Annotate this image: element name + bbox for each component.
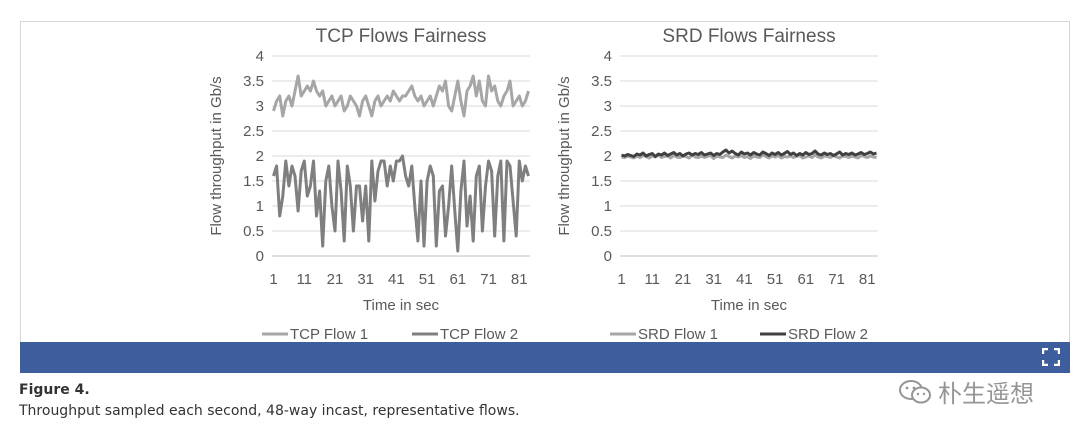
x-tick-label: 21: [675, 271, 692, 288]
figure-caption-title: Figure 4.: [19, 382, 90, 398]
y-tick-label: 0: [604, 248, 612, 265]
x-tick-label: 71: [828, 271, 845, 288]
watermark-text: 朴生遥想: [938, 380, 1034, 408]
x-tick-label: 11: [644, 271, 660, 288]
x-tick-label: 31: [357, 271, 374, 288]
legend-label-2: TCP Flow 2: [440, 326, 518, 343]
y-axis-label: Flow throughput in Gb/s: [208, 76, 225, 235]
x-tick-label: 1: [269, 271, 277, 288]
y-tick-label: 2: [604, 148, 612, 165]
x-axis-label: Time in sec: [363, 297, 440, 314]
y-tick-label: 3.5: [591, 73, 612, 90]
y-tick-label: 0.5: [243, 223, 264, 240]
x-tick-label: 11: [296, 271, 312, 288]
x-tick-label: 71: [480, 271, 497, 288]
x-tick-label: 21: [327, 271, 344, 288]
x-tick-label: 51: [767, 271, 784, 288]
expand-icon[interactable]: [1042, 348, 1060, 366]
series-line-1: [272, 74, 530, 118]
y-tick-label: 2.5: [591, 123, 612, 140]
y-tick-label: 2: [256, 148, 264, 165]
wechat-icon: [899, 379, 931, 403]
y-axis-label: Flow throughput in Gb/s: [556, 76, 573, 235]
series-line-2: [272, 154, 530, 253]
y-tick-label: 4: [604, 48, 612, 65]
chart-title: SRD Flows Fairness: [662, 26, 835, 47]
x-tick-label: 1: [617, 271, 625, 288]
y-tick-label: 1.5: [591, 173, 612, 190]
series-line-2: [621, 148, 877, 158]
y-tick-label: 1: [604, 198, 612, 215]
x-tick-label: 81: [859, 271, 876, 288]
y-tick-label: 0.5: [591, 223, 612, 240]
figure-frame: [20, 21, 1070, 373]
x-tick-label: 61: [797, 271, 814, 288]
x-axis-label: Time in sec: [711, 297, 788, 314]
x-tick-label: 51: [419, 271, 436, 288]
legend-label-1: TCP Flow 1: [290, 326, 368, 343]
y-tick-label: 3: [256, 98, 264, 115]
chart-title: TCP Flows Fairness: [316, 26, 487, 47]
y-tick-label: 1.5: [243, 173, 264, 190]
x-tick-label: 31: [705, 271, 722, 288]
x-tick-label: 41: [736, 271, 753, 288]
x-tick-label: 81: [511, 271, 528, 288]
y-tick-label: 2.5: [243, 123, 264, 140]
y-tick-label: 1: [256, 198, 264, 215]
y-tick-label: 3.5: [243, 73, 264, 90]
legend-label-1: SRD Flow 1: [638, 326, 718, 343]
y-tick-label: 4: [256, 48, 264, 65]
x-tick-label: 41: [388, 271, 405, 288]
figure-toolbar: [20, 342, 1070, 373]
y-tick-label: 3: [604, 98, 612, 115]
figure-caption-text: Throughput sampled each second, 48-way i…: [19, 403, 520, 419]
x-tick-label: 61: [449, 271, 466, 288]
y-tick-label: 0: [256, 248, 264, 265]
legend-label-2: SRD Flow 2: [788, 326, 868, 343]
watermark: 朴生遥想: [898, 374, 1034, 409]
